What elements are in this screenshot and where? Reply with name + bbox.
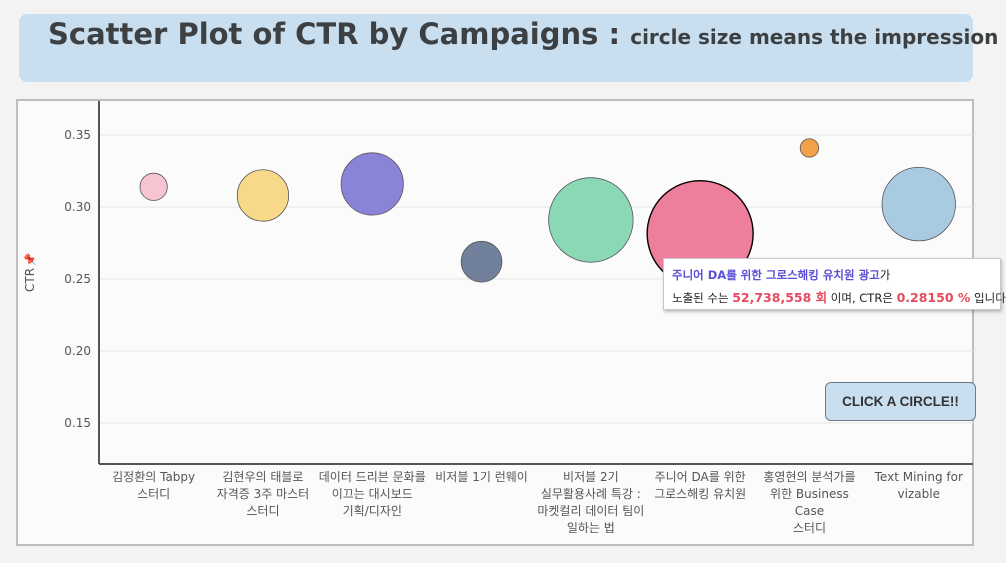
x-category-label-line: 비저블 2기 <box>563 470 619 484</box>
x-category-label-line: 김현우의 태블로 <box>222 470 304 484</box>
y-tick-label: 0.25 <box>64 272 91 286</box>
tooltip-suffix: 입니다. <box>970 291 1006 305</box>
x-category-label-line: 비저블 1기 런웨이 <box>435 470 528 484</box>
y-tick-label: 0.20 <box>64 344 91 358</box>
x-category-label-line: 스터디 <box>246 504 280 518</box>
bubble-point[interactable] <box>548 177 634 263</box>
title-banner <box>19 14 973 82</box>
x-category-label-line: 데이터 드리븐 문화를 <box>318 470 426 484</box>
x-category-label: Text Mining for vizable <box>864 469 974 503</box>
tooltip: 주니어 DA를 위한 그로스해킹 유치원 광고가 노출된 수는 52,738,5… <box>663 258 1006 310</box>
y-axis-label-text: CTR <box>24 268 37 292</box>
pin-icon[interactable]: 📌 <box>24 253 37 267</box>
x-category-label-line: 스터디 <box>792 521 826 535</box>
x-category-label-line: 주니어 DA를 위한 <box>654 470 746 484</box>
x-category-label-line: 스터디 <box>137 487 171 501</box>
page-title: Scatter Plot of CTR by Campaigns : circl… <box>48 17 998 51</box>
chart-frame <box>16 99 974 546</box>
x-category-label-line: 실무활용사례 특강 : <box>540 487 641 501</box>
tooltip-middle: 이며, CTR은 <box>827 291 897 305</box>
tooltip-name-suffix: 가 <box>879 268 891 282</box>
x-category-label: 비저블 1기 런웨이 <box>427 469 537 486</box>
x-category-label-line: Text Mining for <box>874 470 963 484</box>
x-category-label-line: 김정환의 Tabpy <box>112 470 196 484</box>
bubble-point[interactable] <box>881 167 956 242</box>
click-a-circle-button[interactable]: CLICK A CIRCLE!! <box>825 382 976 421</box>
bubble-point[interactable] <box>340 152 404 216</box>
tooltip-campaign-name: 주니어 DA를 위한 그로스해킹 유치원 광고 <box>672 268 880 282</box>
y-tick-label: 0.35 <box>64 128 91 142</box>
x-category-label-line: 마켓컬리 데이터 팀이 <box>537 504 645 518</box>
x-category-label-line: 이끄는 대시보드 <box>331 487 413 501</box>
tooltip-impressions: 52,738,558 회 <box>732 290 828 305</box>
x-category-label-line: 기획/디자인 <box>342 504 402 518</box>
x-category-label-line: 그로스해킹 유치원 <box>654 487 747 501</box>
bubble-point[interactable] <box>236 169 290 222</box>
x-category-label-line: 위한 Business Case <box>770 487 849 518</box>
x-category-label-line: 홍영현의 분석가를 <box>763 470 856 484</box>
x-category-label-line: vizable <box>897 487 940 501</box>
x-category-label: 김정환의 Tabpy 스터디 <box>99 469 209 503</box>
y-axis-label: CTR 📌 <box>24 250 44 300</box>
y-tick-label: 0.30 <box>64 200 91 214</box>
bubble-point[interactable] <box>139 172 168 201</box>
x-category-label-line: 일하는 법 <box>566 521 615 535</box>
bubble-point[interactable] <box>460 240 503 283</box>
title-main-text: Scatter Plot of CTR by Campaigns : <box>48 17 621 51</box>
bubble-point[interactable] <box>799 138 820 158</box>
y-tick-label: 0.15 <box>64 416 91 430</box>
tooltip-ctr: 0.28150 % <box>896 290 971 305</box>
x-category-label-line: 자격증 3주 마스터 <box>216 487 310 501</box>
tooltip-prefix: 노출된 수는 <box>672 291 733 305</box>
title-subtitle: circle size means the impression <box>630 25 999 49</box>
